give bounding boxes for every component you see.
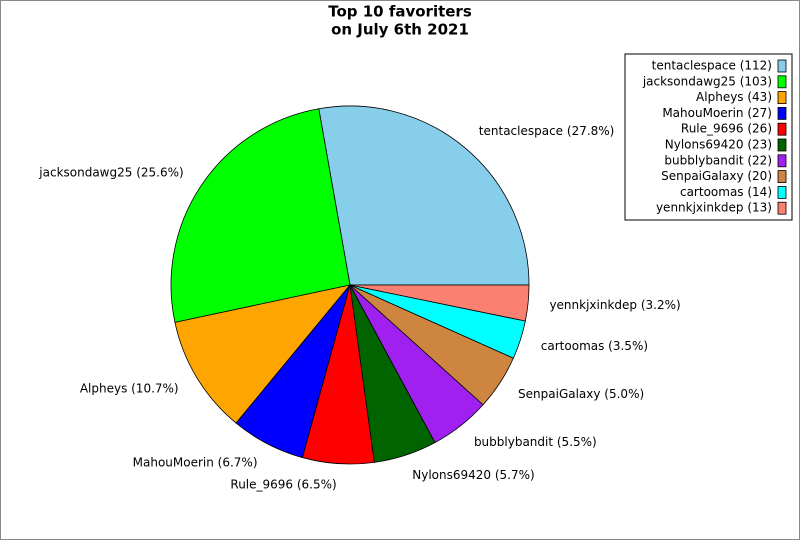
legend-swatch	[777, 201, 787, 215]
legend-swatch	[777, 107, 787, 120]
legend-label: tentaclespace (112)	[652, 59, 772, 73]
legend-swatch	[777, 75, 787, 89]
pie-slice	[170, 108, 351, 323]
slice-label: jacksondawg25 (25.6%)	[38, 166, 183, 180]
legend-swatch	[777, 170, 787, 184]
legend-label: SenpaiGalaxy (20)	[661, 169, 772, 183]
legend-swatch	[777, 59, 787, 73]
slice-label: Nylons69420 (5.7%)	[412, 468, 534, 482]
legend-label: Rule_9696 (26)	[681, 122, 772, 136]
legend-label: Nylons69420 (23)	[665, 138, 772, 152]
legend-label: yennkjxinkdep (13)	[656, 201, 772, 215]
pie-slice	[349, 284, 530, 322]
legend-label: Alpheys (43)	[696, 90, 772, 104]
slice-label: tentaclespace (27.8%)	[479, 124, 615, 138]
slice-label: yennkjxinkdep (3.2%)	[549, 298, 680, 312]
legend-label: bubblybandit (22)	[664, 153, 772, 167]
slice-label: Rule_9696 (6.5%)	[230, 478, 336, 492]
pie-slice	[174, 284, 352, 424]
slice-label: SenpaiGalaxy (5.0%)	[518, 387, 644, 401]
legend-swatch	[777, 154, 787, 168]
legend-label: cartoomas (14)	[680, 185, 772, 199]
slice-label: Alpheys (10.7%)	[80, 382, 179, 396]
pie-slice	[318, 105, 530, 286]
legend-swatch	[777, 122, 787, 136]
slice-label: cartoomas (3.5%)	[541, 339, 648, 353]
legend-swatch	[777, 138, 787, 152]
legend-swatch	[777, 91, 787, 104]
legend-swatch	[777, 185, 787, 199]
legend-label: MahouMoerin (27)	[662, 106, 772, 120]
legend-label: jacksondawg25 (103)	[642, 74, 772, 88]
slice-label: MahouMoerin (6.7%)	[133, 455, 258, 469]
slice-label: bubblybandit (5.5%)	[474, 435, 597, 449]
chart-title: Top 10 favoriters	[328, 3, 472, 21]
legend-box	[624, 53, 793, 221]
chart-title: on July 6th 2021	[331, 21, 469, 39]
